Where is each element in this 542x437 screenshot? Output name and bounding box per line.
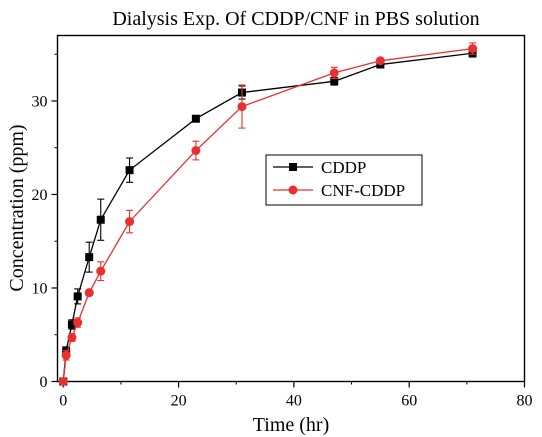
y-axis-label: Concentration (ppm): [6, 124, 28, 291]
data-point: [329, 68, 339, 78]
data-point: [468, 44, 478, 54]
x-tick-label: 40: [286, 393, 302, 410]
x-tick-label: 60: [401, 393, 417, 410]
data-point: [73, 292, 82, 301]
y-tick-label: 10: [32, 280, 48, 297]
data-point: [191, 114, 200, 123]
legend-marker-cnf-cddp: [288, 185, 298, 195]
x-tick-label: 80: [517, 393, 533, 410]
data-point: [191, 146, 201, 156]
legend-label-cnf-cddp: CNF-CDDP: [321, 181, 405, 200]
y-tick-label: 0: [40, 374, 48, 391]
y-tick-label: 30: [32, 93, 48, 110]
data-point: [330, 77, 339, 86]
legend: CDDP CNF-CDDP: [265, 154, 423, 206]
data-point: [67, 333, 77, 343]
data-point: [67, 320, 76, 329]
series-layer: [58, 42, 478, 386]
axis-ticks: 0 20 40 60 80 0 10 20 30: [32, 53, 533, 410]
data-point: [61, 350, 71, 360]
series-cddp: [59, 48, 477, 386]
data-point: [85, 253, 94, 262]
legend-marker-cddp: [289, 163, 297, 171]
x-axis-label: Time (hr): [253, 414, 329, 436]
data-point: [84, 288, 94, 298]
data-point: [125, 166, 134, 175]
data-point: [96, 266, 106, 276]
y-tick-label: 20: [32, 187, 48, 204]
chart-title: Dialysis Exp. Of CDDP/CNF in PBS solutio…: [112, 8, 479, 30]
legend-label-cddp: CDDP: [321, 158, 366, 177]
series-cnf-cddp: [58, 42, 478, 386]
x-tick-label: 20: [171, 393, 187, 410]
series-line: [62, 47, 473, 382]
series-line: [62, 52, 473, 382]
plot-frame: [56, 34, 526, 383]
x-tick-label: 0: [59, 393, 67, 410]
data-point: [73, 318, 83, 328]
data-point: [237, 102, 247, 112]
data-point: [375, 56, 385, 66]
data-point: [125, 217, 135, 227]
data-point: [96, 215, 105, 224]
data-point: [58, 377, 68, 386]
